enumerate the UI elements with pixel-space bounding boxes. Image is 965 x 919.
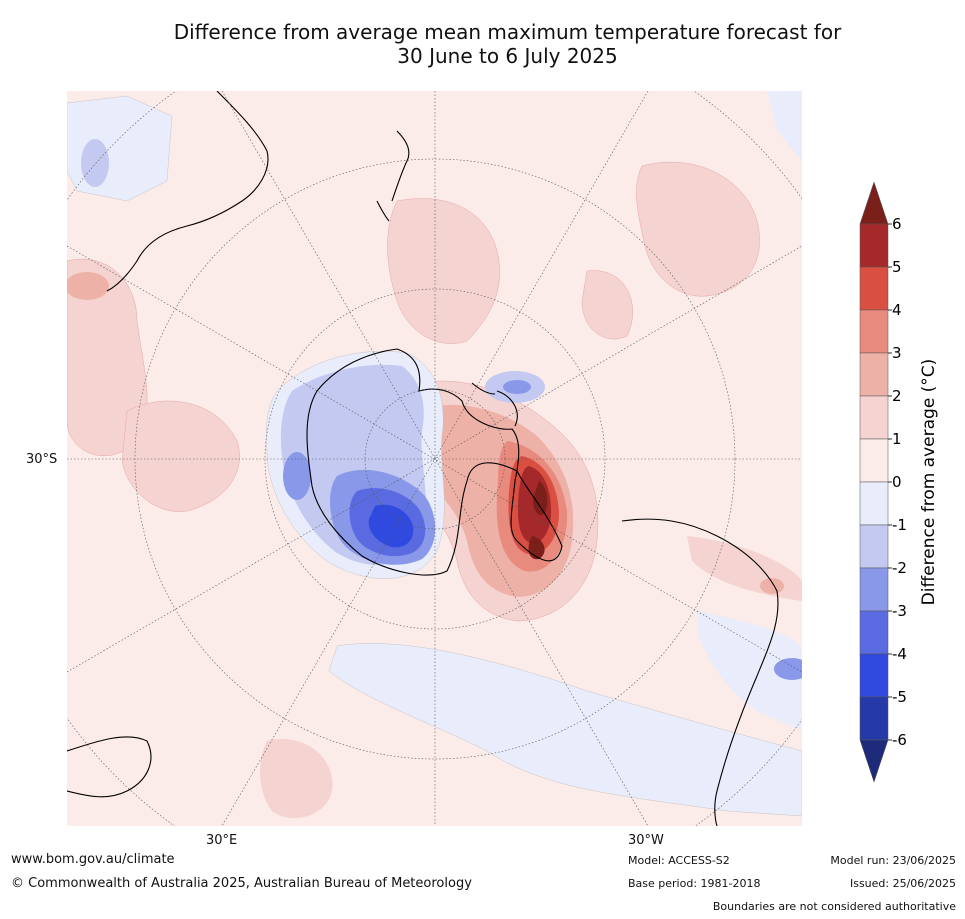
colorbar-band [859, 481, 889, 526]
title-line-2: 30 June to 6 July 2025 [397, 44, 618, 68]
cool-area-southeast [697, 611, 802, 731]
colorbar-tick-label: -3 [892, 602, 907, 620]
colorbar-tick-label: 5 [892, 258, 902, 276]
cool-spot-south-atlantic-core [503, 380, 531, 394]
colorbar-band [859, 524, 889, 569]
colorbar-tick-label: -5 [892, 688, 907, 706]
colorbar-band [859, 696, 889, 741]
australia-coastline [67, 736, 152, 798]
warm-anomaly-core-west [533, 481, 548, 516]
graticule [67, 91, 802, 826]
colorbar-label: Difference from average (°C) [919, 359, 939, 606]
meridian-60w [67, 245, 802, 673]
colorbar-band [859, 739, 889, 783]
lon-label-30e: 30°E [206, 833, 238, 848]
africa-coastline [621, 518, 779, 826]
colorbar-tick-label: 0 [892, 473, 902, 491]
colorbar-band [859, 223, 889, 268]
colorbar-band [859, 181, 889, 225]
coastlines [67, 91, 779, 826]
new-zealand-south [376, 200, 390, 222]
warm-spot-southeast [760, 578, 784, 594]
warm-patch-east [581, 270, 633, 340]
colorbar-band [859, 352, 889, 397]
lat-label-30s: 30°S [26, 452, 58, 467]
cool-area-northeast [767, 91, 802, 161]
colorbar-tick-label: -1 [892, 516, 907, 534]
colorbar-band [859, 309, 889, 354]
colorbar-band [859, 653, 889, 698]
warm-anomaly-core-south [528, 536, 545, 560]
cool-spot-west-antarctica [283, 452, 311, 500]
cool-area-northwest [67, 95, 173, 202]
colorbar-band [859, 395, 889, 440]
lon-label-30w: 30°W [628, 833, 664, 848]
footer-model-run: Model run: 23/06/2025 [830, 854, 956, 867]
warm-patch-north [387, 198, 500, 344]
footer-disclaimer: Boundaries are not considered authoritat… [712, 900, 956, 913]
colorbar-tick-label: 3 [892, 344, 902, 362]
colorbar-tick-label: -4 [892, 645, 907, 663]
footer-model: Model: ACCESS-S2 [628, 854, 730, 867]
colorbar-band [859, 567, 889, 612]
cool-spot-southeast [774, 658, 802, 680]
footer-issued: Issued: 25/06/2025 [849, 877, 956, 890]
title-line-1: Difference from average mean maximum tem… [173, 20, 842, 44]
south-america-coastline [471, 382, 518, 427]
cool-band-south [328, 643, 802, 817]
cool-spot-northwest [81, 139, 109, 187]
colorbar-band [859, 610, 889, 655]
colorbar-tick-label: 4 [892, 301, 902, 319]
footer-base-period: Base period: 1981-2018 [628, 877, 761, 890]
footer-copyright: © Commonwealth of Australia 2025, Austra… [11, 876, 472, 891]
colorbar-band [859, 266, 889, 311]
antarctica-coastline [306, 348, 563, 576]
colorbar-tick-label: -6 [892, 731, 907, 749]
warm-patch-midwest [121, 400, 240, 512]
meridian-30w [221, 91, 649, 826]
colorbar-tick-label: 1 [892, 430, 902, 448]
warm-spot-far-west [67, 272, 109, 300]
warm-patch-west [67, 258, 148, 457]
warm-patch-northeast [636, 161, 760, 297]
footer-website[interactable]: www.bom.gov.au/climate [11, 852, 175, 867]
latitude-circle-30s-inner [264, 288, 606, 630]
south-east-asia-coastline [106, 91, 269, 292]
colorbar: 6 5 4 3 2 1 0 -1 -2 -3 -4 -5 -6 Difference from aver… [859, 181, 939, 783]
warm-patch-south [260, 739, 333, 819]
colorbar-tick-label: 2 [892, 387, 902, 405]
colorbar-band [859, 438, 889, 483]
chart-title: Difference from average mean maximum tem… [60, 20, 955, 68]
colorbar-tick-label: -2 [892, 559, 907, 577]
anomaly-map[interactable] [67, 91, 802, 826]
new-zealand-north [391, 130, 410, 202]
colorbar-tick-label: 6 [892, 215, 902, 233]
